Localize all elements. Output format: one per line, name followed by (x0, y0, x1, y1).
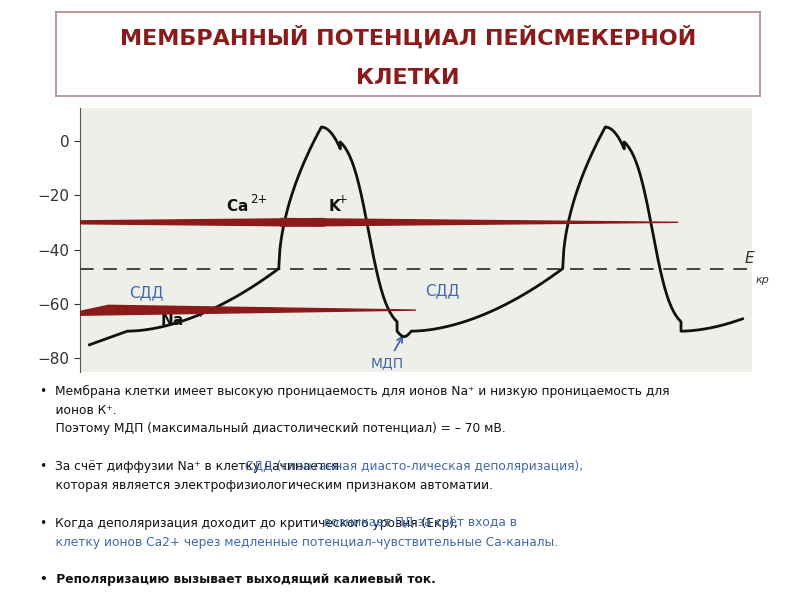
Text: МЕМБРАННЫЙ ПОТЕНЦИАЛ ПЕЙСМЕКЕРНОЙ: МЕМБРАННЫЙ ПОТЕНЦИАЛ ПЕЙСМЕКЕРНОЙ (120, 26, 696, 49)
Text: которая является электрофизиологическим признаком автоматии.: которая является электрофизиологическим … (39, 479, 493, 492)
Text: клетку ионов Са2+ через медленные потенциал-чувствительные Са-каналы.: клетку ионов Са2+ через медленные потенц… (39, 536, 558, 548)
Text: $\mathbf{Na}$: $\mathbf{Na}$ (161, 312, 184, 328)
Text: •  Когда деполяризация доходит до критического уровня (Екр),: • Когда деполяризация доходит до критиче… (39, 517, 462, 530)
Text: +: + (195, 307, 206, 320)
Text: СДД: СДД (130, 286, 163, 301)
Polygon shape (61, 305, 416, 316)
Text: Поэтому МДП (максимальный диастолический потенциал) = – 70 мВ.: Поэтому МДП (максимальный диастолический… (39, 422, 506, 436)
Text: МДП: МДП (371, 337, 404, 370)
Text: 2+: 2+ (250, 193, 268, 206)
Text: СДД: СДД (426, 283, 460, 298)
Text: СДД (спонтанная диасто-лическая деполяризация),: СДД (спонтанная диасто-лическая деполяри… (245, 460, 582, 473)
Text: •  За счёт диффузии Na⁺ в клетку начинается: • За счёт диффузии Na⁺ в клетку начинает… (39, 460, 342, 473)
Text: •  Реполяризацию вызывает выходящий калиевый ток.: • Реполяризацию вызывает выходящий калие… (39, 574, 435, 586)
Text: +: + (338, 193, 347, 206)
Text: •  Мембрана клетки имеет высокую проницаемость для ионов ​Na⁺ и низкую проницаем: • Мембрана клетки имеет высокую проницае… (39, 385, 669, 398)
Text: ионов К⁺.: ионов К⁺. (39, 404, 116, 416)
Text: $\mathbf{K}$: $\mathbf{K}$ (328, 198, 342, 214)
Text: кр: кр (756, 275, 770, 286)
Text: КЛЕТКИ: КЛЕТКИ (356, 68, 460, 88)
Text: $\mathbf{Ca}$: $\mathbf{Ca}$ (226, 198, 249, 214)
Polygon shape (281, 218, 678, 226)
Text: Е: Е (745, 251, 754, 266)
Text: возникает ПД за счёт входа в: возникает ПД за счёт входа в (324, 517, 517, 530)
Polygon shape (0, 218, 324, 226)
